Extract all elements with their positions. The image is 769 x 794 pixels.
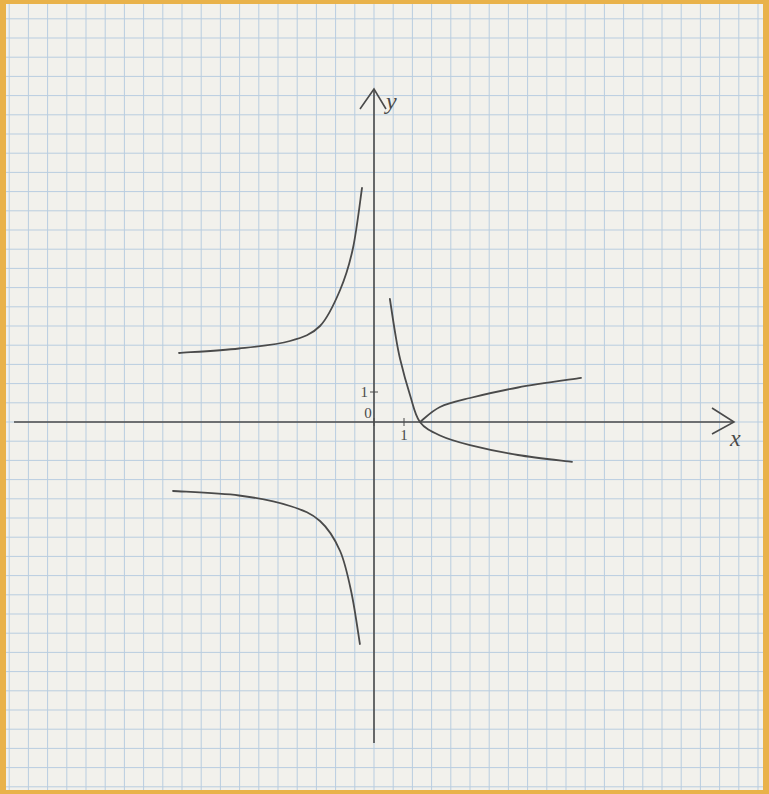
- x-tick-label: 0: [364, 405, 372, 421]
- x-tick: [374, 418, 375, 426]
- graph-paper: [6, 4, 763, 790]
- y-axis-title: y: [384, 88, 397, 114]
- x-axis-title: x: [729, 425, 741, 451]
- curve: [179, 188, 362, 353]
- curve: [420, 378, 581, 422]
- curve: [173, 491, 360, 644]
- curves: [173, 188, 581, 644]
- x-tick: [404, 418, 405, 426]
- curve: [390, 299, 572, 462]
- y-arrow: [360, 89, 386, 109]
- y-tick-label: 1: [361, 384, 369, 400]
- paper: [6, 4, 763, 790]
- x-tick-label: 1: [400, 427, 408, 443]
- y-tick: [370, 392, 378, 393]
- y-axis: [373, 89, 375, 743]
- chart: x y 0 1 1: [0, 0, 769, 794]
